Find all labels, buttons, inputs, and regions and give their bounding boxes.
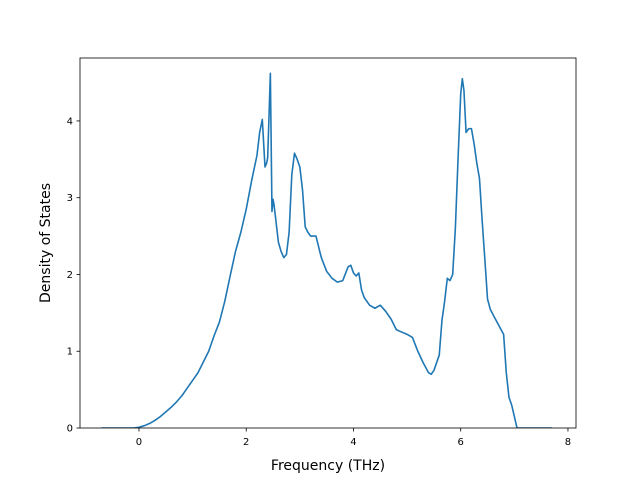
x-axis-label: Frequency (THz) (271, 458, 385, 474)
plot-area (80, 58, 576, 428)
x-tick-label: 0 (136, 437, 142, 448)
y-tick-label: 2 (67, 270, 73, 281)
y-tick-label: 3 (67, 193, 73, 204)
x-tick-label: 8 (565, 437, 571, 448)
x-tick-label: 6 (458, 437, 464, 448)
x-axis-ticks: 0 2 4 6 8 (136, 428, 571, 448)
y-axis-label: Density of States (38, 183, 54, 303)
y-axis-ticks: 0 1 2 3 4 (67, 116, 80, 435)
x-tick-label: 4 (350, 437, 356, 448)
x-tick-label: 2 (243, 437, 249, 448)
dos-series-line (101, 72, 552, 428)
plot-frame (79, 57, 577, 429)
y-tick-label: 1 (67, 347, 73, 358)
y-tick-label: 4 (67, 116, 73, 127)
y-tick-label: 0 (67, 424, 73, 435)
